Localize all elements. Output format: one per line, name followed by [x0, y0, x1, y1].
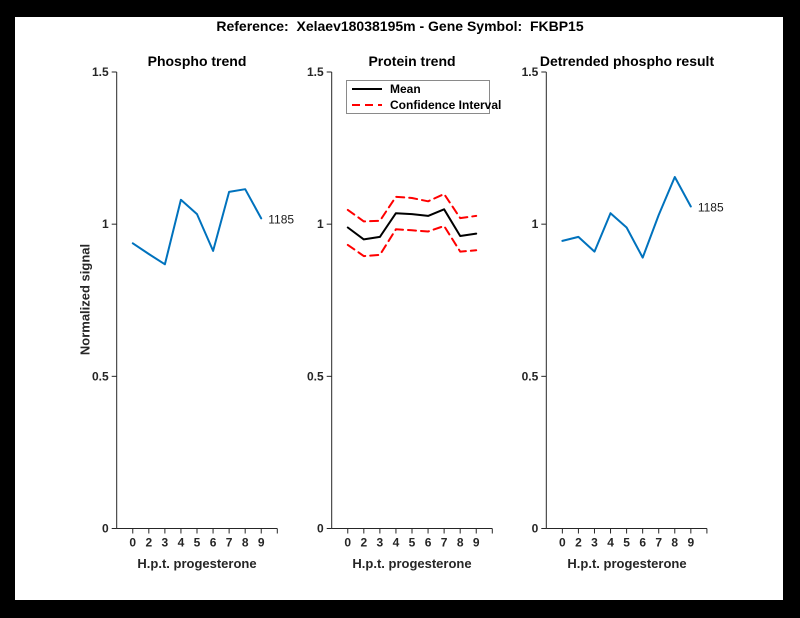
figure-title: Reference: Xelaev18038195m - Gene Symbol… [216, 18, 584, 34]
legend-row-confidence-interval: Confidence Interval [352, 98, 501, 112]
series-line-2-0 [561, 176, 692, 259]
x-tick-label: 5 [409, 536, 416, 550]
y-tick-label: 1 [102, 217, 109, 231]
y-tick-label: 1 [532, 217, 539, 231]
series-line-1-2 [346, 225, 478, 258]
x-axis-label-phospho: H.p.t. progesterone [137, 556, 257, 571]
subplot-title-protein: Protein trend [368, 53, 456, 69]
series-end-label: 1185 [268, 212, 294, 226]
x-tick-label: 2 [360, 536, 367, 550]
x-axis-label-detrended: H.p.t. progesterone [567, 556, 687, 571]
subplot-1: 00.511.50 2 3 4 5 6 7 8 9 [307, 65, 493, 550]
series-line-1-0 [346, 208, 478, 241]
x-tick-label: 5 [194, 536, 201, 550]
series-end-label: 1185 [698, 201, 724, 215]
y-tick-label: 1.5 [522, 65, 539, 79]
x-tick-label: 8 [242, 536, 249, 550]
x-tick-label: 4 [607, 536, 614, 550]
x-tick-label: 8 [457, 536, 464, 550]
x-tick-label: 4 [178, 536, 185, 550]
x-tick-label: 0 [129, 536, 136, 550]
x-tick-label: 3 [162, 536, 169, 550]
y-tick-label: 0.5 [307, 369, 324, 383]
x-tick-label: 2 [575, 536, 582, 550]
x-tick-label: 7 [226, 536, 233, 550]
y-tick-label: 0.5 [92, 369, 109, 383]
x-tick-label: 8 [671, 536, 678, 550]
x-tick-label: 7 [655, 536, 662, 550]
subplot-title-detrended: Detrended phospho result [539, 53, 715, 69]
legend-label-mean: Mean [390, 82, 421, 96]
x-tick-label: 6 [425, 536, 432, 550]
x-tick-label: 6 [210, 536, 217, 550]
legend-label-confidence-interval: Confidence Interval [390, 98, 502, 112]
y-tick-label: 1.5 [307, 65, 324, 79]
y-tick-label: 1.5 [92, 65, 109, 79]
y-tick-label: 0.5 [522, 369, 539, 383]
x-tick-label: 5 [623, 536, 630, 550]
x-tick-label: 9 [258, 536, 265, 550]
ci-line-sample-icon [352, 104, 382, 106]
y-tick-label: 0 [532, 522, 539, 536]
x-tick-label: 3 [377, 536, 384, 550]
y-tick-label: 0 [102, 522, 109, 536]
legend-row-mean: Mean [352, 82, 484, 96]
x-tick-label: 0 [559, 536, 566, 550]
mean-line-sample-icon [352, 88, 382, 90]
legend: Mean Confidence Interval [346, 80, 501, 114]
x-tick-label: 3 [591, 536, 598, 550]
y-tick-label: 0 [317, 522, 324, 536]
x-tick-label: 2 [145, 536, 152, 550]
subplot-title-phospho: Phospho trend [147, 53, 247, 69]
x-tick-label: 9 [473, 536, 480, 550]
x-tick-label: 7 [441, 536, 448, 550]
x-tick-label: 4 [393, 536, 400, 550]
series-line-0-0 [131, 188, 263, 266]
figure-canvas [15, 17, 783, 600]
y-tick-label: 1 [317, 217, 324, 231]
x-tick-label: 6 [639, 536, 646, 550]
series-line-1-1 [346, 193, 478, 223]
x-tick-label: 9 [687, 536, 694, 550]
x-axis-label-protein: H.p.t. progesterone [352, 556, 472, 571]
x-tick-label: 0 [344, 536, 351, 550]
